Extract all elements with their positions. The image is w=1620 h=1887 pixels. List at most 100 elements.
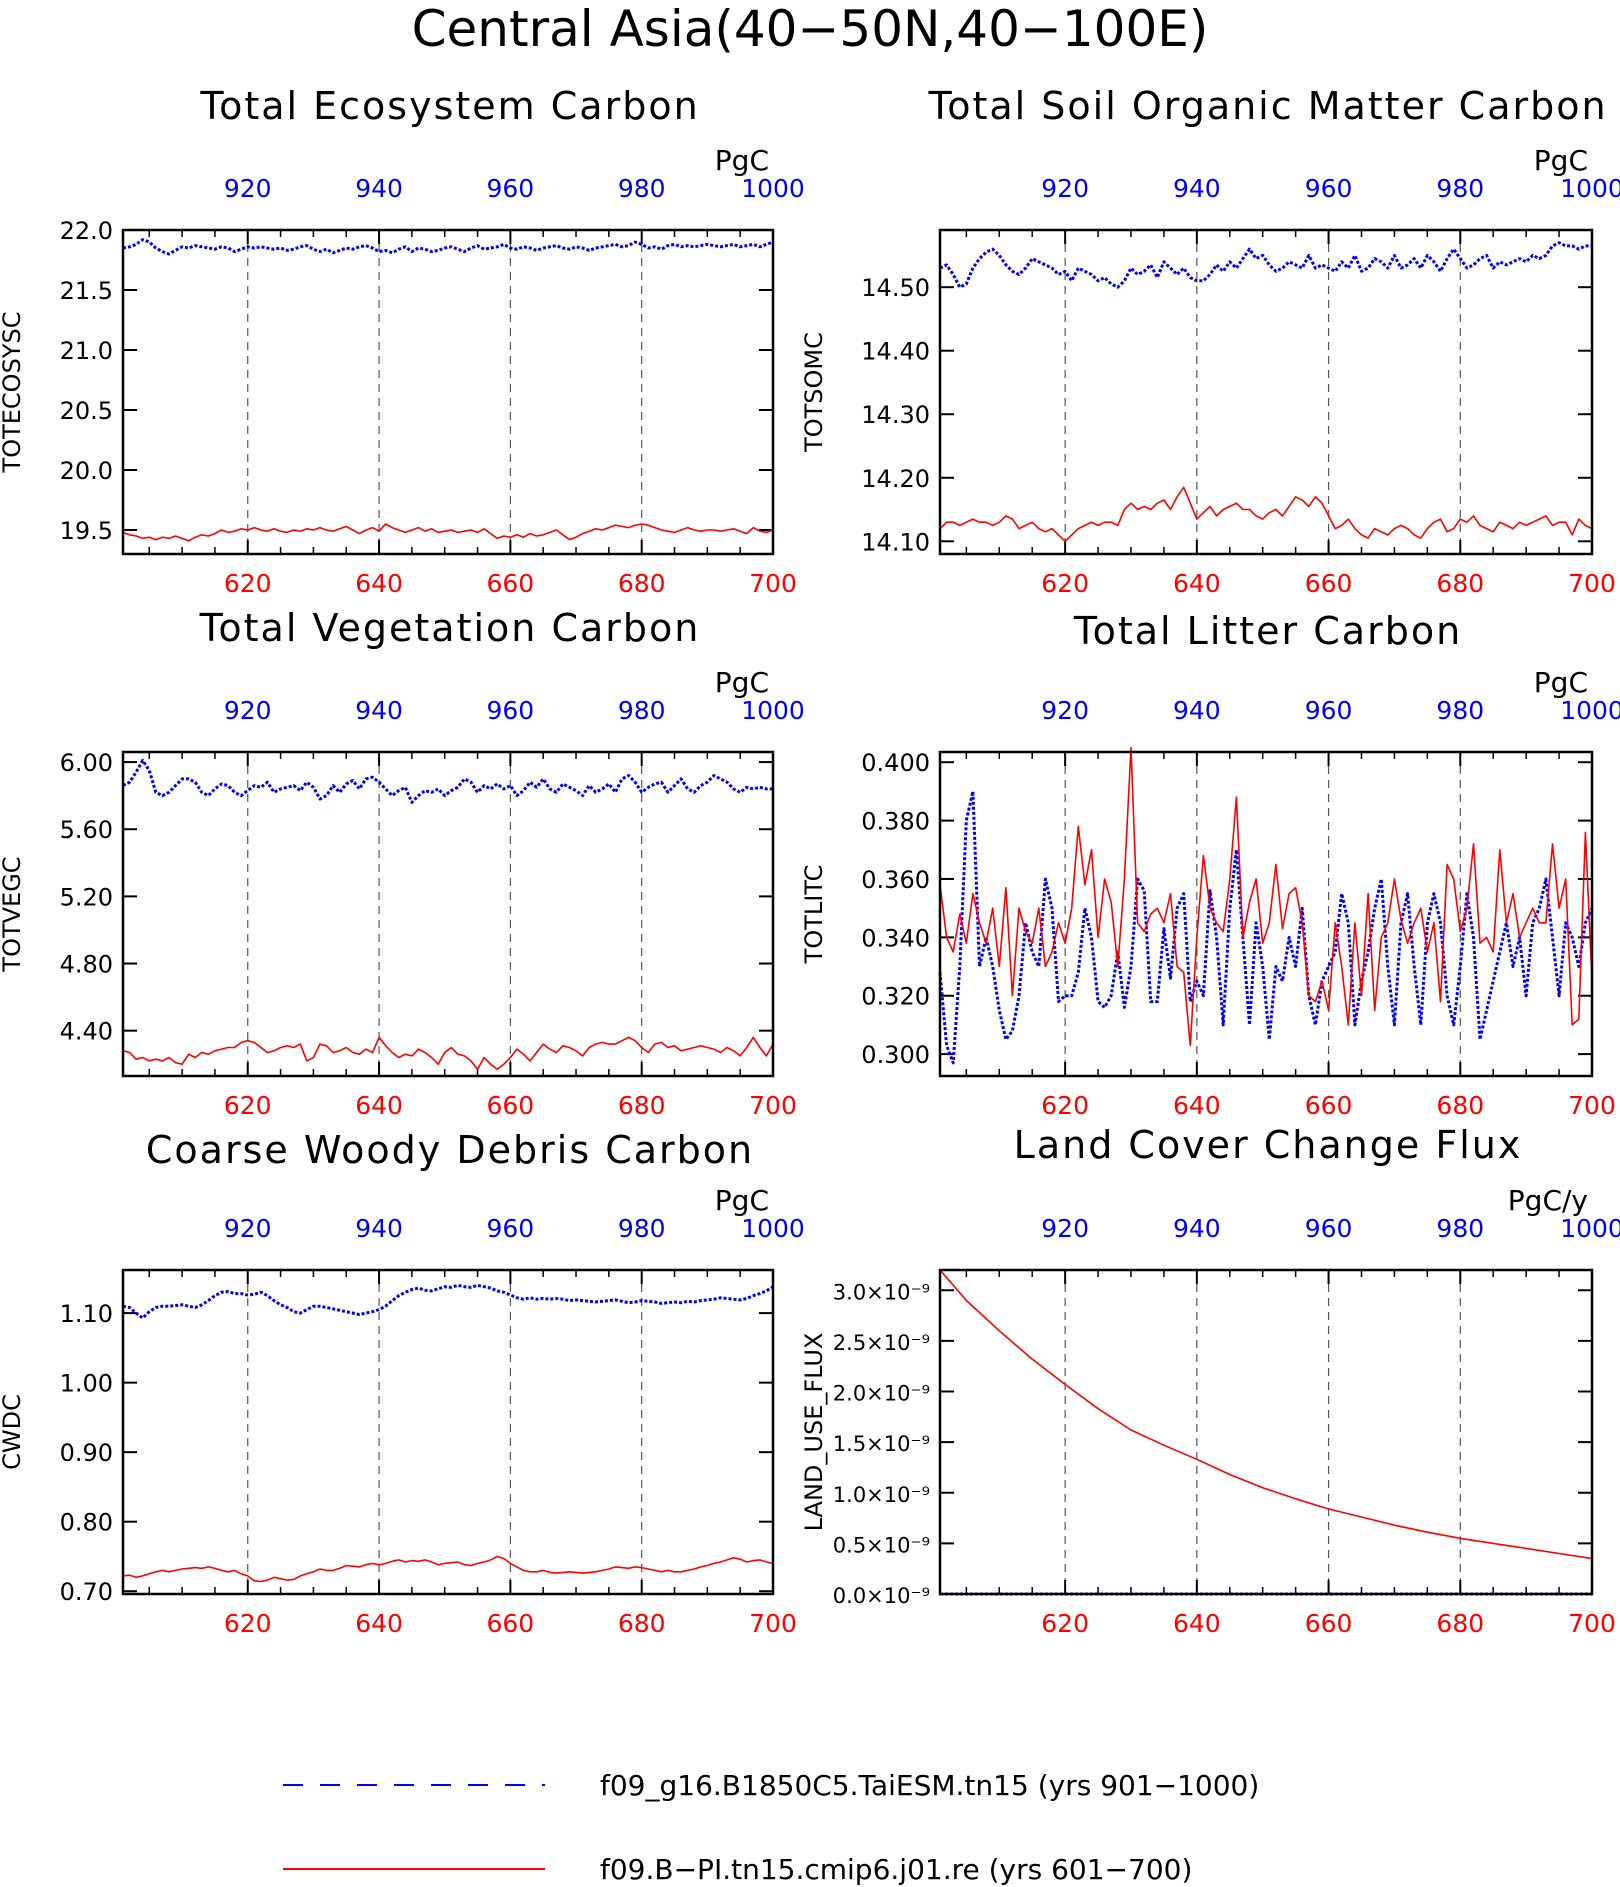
x-tick-label-bottom: 620 <box>1041 1091 1089 1120</box>
x-tick-label-top: 960 <box>1305 174 1353 203</box>
x-tick-label-bottom: 660 <box>1305 1609 1353 1638</box>
x-tick-label-bottom: 620 <box>224 1091 272 1120</box>
x-tick-label-bottom: 700 <box>749 1091 797 1120</box>
x-tick-label-top: 920 <box>1041 1214 1089 1243</box>
y-axis-label: TOTLITC <box>800 865 828 965</box>
x-tick-label-top: 980 <box>1436 1214 1484 1243</box>
legend-label-blue: f09_g16.B1850C5.TaiESM.tn15 (yrs 901−100… <box>600 1769 1259 1802</box>
x-tick-label-top: 1000 <box>1560 696 1620 725</box>
x-tick-label-bottom: 640 <box>1173 1091 1221 1120</box>
series-line-blue <box>122 1283 774 1320</box>
x-tick-label-bottom: 620 <box>224 1609 272 1638</box>
x-tick-label-bottom: 680 <box>1436 1609 1484 1638</box>
x-tick-label-top: 980 <box>1436 696 1484 725</box>
x-tick-label-top: 960 <box>487 1214 535 1243</box>
series-line-red <box>939 746 1593 1047</box>
x-tick-label-top: 920 <box>224 696 272 725</box>
units-label: PgC <box>715 144 769 177</box>
y-tick-label: 14.50 <box>861 274 930 302</box>
y-tick-label: 0.70 <box>60 1578 113 1606</box>
y-tick-label: 4.40 <box>60 1018 113 1046</box>
x-tick-label-bottom: 680 <box>1436 569 1484 598</box>
figure-title: Central Asia(40−50N,40−100E) <box>412 0 1209 58</box>
y-tick-label: 2.5×10⁻⁹ <box>833 1331 930 1355</box>
x-tick-label-bottom: 660 <box>1305 1091 1353 1120</box>
x-tick-label-top: 980 <box>618 696 666 725</box>
y-tick-label: 0.80 <box>60 1509 113 1537</box>
x-tick-label-bottom: 680 <box>618 569 666 598</box>
series-line-red <box>122 1036 774 1071</box>
chart-title: Land Cover Change Flux <box>1014 1123 1523 1167</box>
x-tick-label-bottom: 620 <box>224 569 272 598</box>
x-tick-label-bottom: 660 <box>487 1609 535 1638</box>
y-tick-label: 0.340 <box>861 924 930 952</box>
y-tick-label: 20.0 <box>60 457 113 485</box>
units-label: PgC/y <box>1508 1184 1588 1217</box>
y-tick-label: 1.00 <box>60 1370 113 1398</box>
x-tick-label-top: 940 <box>355 1214 403 1243</box>
units-label: PgC <box>715 1184 769 1217</box>
x-tick-label-bottom: 620 <box>1041 1609 1089 1638</box>
chart-panels: Total Ecosystem Carbon PgC TOTECOSYSC 620 92… <box>0 84 1620 1638</box>
y-axis-label: TOTVEGC <box>0 856 26 972</box>
y-axis-label: LAND_USE_FLUX <box>800 1333 828 1532</box>
series-line-blue <box>122 238 774 256</box>
x-tick-label-bottom: 680 <box>618 1091 666 1120</box>
y-tick-label: 21.5 <box>60 277 113 305</box>
y-tick-label: 0.300 <box>861 1041 930 1069</box>
y-tick-label: 21.0 <box>60 337 113 365</box>
series-line-red <box>939 1269 1593 1560</box>
chart-title: Total Soil Organic Matter Carbon <box>927 84 1607 128</box>
plot-frame <box>938 750 1594 1078</box>
x-tick-label-top: 1000 <box>741 696 805 725</box>
x-tick-label-bottom: 640 <box>1173 1609 1221 1638</box>
x-tick-label-top: 920 <box>1041 696 1089 725</box>
chart-panel-5: Coarse Woody Debris Carbon PgC CWDC 620 920 6… <box>0 1128 805 1638</box>
x-tick-label-top: 960 <box>1305 1214 1353 1243</box>
y-tick-label: 20.5 <box>60 397 113 425</box>
x-tick-label-bottom: 700 <box>749 569 797 598</box>
x-tick-label-top: 980 <box>618 174 666 203</box>
y-tick-label: 0.380 <box>861 808 930 836</box>
x-tick-label-bottom: 700 <box>1568 569 1616 598</box>
x-tick-label-top: 980 <box>618 1214 666 1243</box>
x-tick-label-top: 1000 <box>741 174 805 203</box>
plot-frame <box>121 1268 775 1596</box>
y-tick-label: 5.60 <box>60 816 113 844</box>
y-tick-label: 5.20 <box>60 883 113 911</box>
chart-panel-6: Land Cover Change Flux PgC/y LAND_USE_FLUX… <box>800 1123 1620 1638</box>
x-tick-label-bottom: 620 <box>1041 569 1089 598</box>
y-tick-label: 0.320 <box>861 983 930 1011</box>
x-tick-label-top: 920 <box>224 1214 272 1243</box>
y-axis-label: TOTSOMC <box>800 332 828 453</box>
x-tick-label-bottom: 700 <box>1568 1609 1616 1638</box>
x-tick-label-top: 940 <box>1173 174 1221 203</box>
y-tick-label: 14.20 <box>861 465 930 493</box>
chart-title: Total Litter Carbon <box>1073 609 1462 653</box>
y-tick-label: 1.10 <box>60 1300 113 1328</box>
y-tick-label: 0.5×10⁻⁹ <box>833 1533 930 1557</box>
units-label: PgC <box>1534 666 1588 699</box>
chart-panel-4: Total Litter Carbon PgC TOTLITC 620 920 640 94… <box>800 609 1620 1120</box>
chart-panel-2: Total Soil Organic Matter Carbon PgC TOTSO… <box>800 84 1620 598</box>
x-tick-label-top: 980 <box>1436 174 1484 203</box>
y-axis-label: TOTECOSYSC <box>0 312 26 474</box>
y-tick-label: 19.5 <box>60 517 113 545</box>
x-tick-label-bottom: 640 <box>355 1091 403 1120</box>
y-tick-label: 6.00 <box>60 749 113 777</box>
x-tick-label-top: 920 <box>1041 174 1089 203</box>
y-tick-label: 14.30 <box>861 401 930 429</box>
y-tick-label: 0.90 <box>60 1439 113 1467</box>
plot-frame <box>121 750 775 1078</box>
x-tick-label-bottom: 660 <box>487 569 535 598</box>
x-tick-label-top: 940 <box>1173 1214 1221 1243</box>
y-tick-label: 2.0×10⁻⁹ <box>833 1382 930 1406</box>
x-tick-label-bottom: 700 <box>1568 1091 1616 1120</box>
y-tick-label: 0.400 <box>861 749 930 777</box>
legend: f09_g16.B1850C5.TaiESM.tn15 (yrs 901−100… <box>283 1769 1259 1886</box>
x-tick-label-bottom: 680 <box>1436 1091 1484 1120</box>
series-line-blue <box>122 758 773 804</box>
x-tick-label-top: 1000 <box>1560 174 1620 203</box>
series-line-red <box>122 523 774 542</box>
